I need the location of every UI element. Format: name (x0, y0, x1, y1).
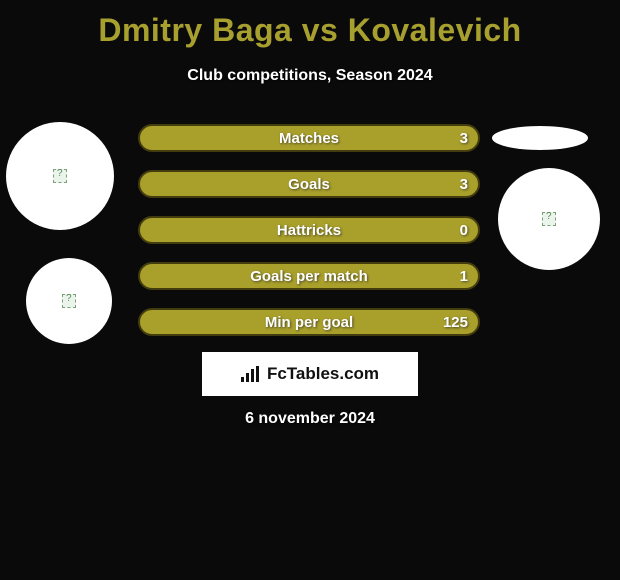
image-placeholder-icon (542, 212, 556, 226)
stat-label: Goals per match (250, 268, 368, 285)
stat-label: Goals (288, 176, 330, 193)
page-title: Dmitry Baga vs Kovalevich (0, 0, 620, 49)
stat-row-min-per-goal: Min per goal 125 (138, 308, 480, 336)
player-2-avatar (498, 168, 600, 270)
branding-banner[interactable]: FcTables.com (202, 352, 418, 396)
stat-value-right: 3 (460, 176, 468, 193)
date-label: 6 november 2024 (0, 410, 620, 428)
player-1-secondary-avatar (26, 258, 112, 344)
stat-row-hattricks: Hattricks 0 (138, 216, 480, 244)
stat-value-right: 1 (460, 268, 468, 285)
player-1-avatar (6, 122, 114, 230)
image-placeholder-icon (53, 169, 67, 183)
image-placeholder-icon (62, 294, 76, 308)
stat-value-right: 125 (443, 314, 468, 331)
stat-value-right: 3 (460, 130, 468, 147)
stat-row-goals: Goals 3 (138, 170, 480, 198)
stat-label: Hattricks (277, 222, 341, 239)
stat-label: Min per goal (265, 314, 353, 331)
stats-container: Matches 3 Goals 3 Hattricks 0 Goals per … (138, 124, 480, 354)
page-subtitle: Club competitions, Season 2024 (0, 67, 620, 85)
stat-row-goals-per-match: Goals per match 1 (138, 262, 480, 290)
stat-value-right: 0 (460, 222, 468, 239)
bar-chart-icon (241, 366, 261, 382)
player-2-badge (492, 126, 588, 150)
stat-row-matches: Matches 3 (138, 124, 480, 152)
branding-text: FcTables.com (267, 364, 379, 384)
stat-label: Matches (279, 130, 339, 147)
